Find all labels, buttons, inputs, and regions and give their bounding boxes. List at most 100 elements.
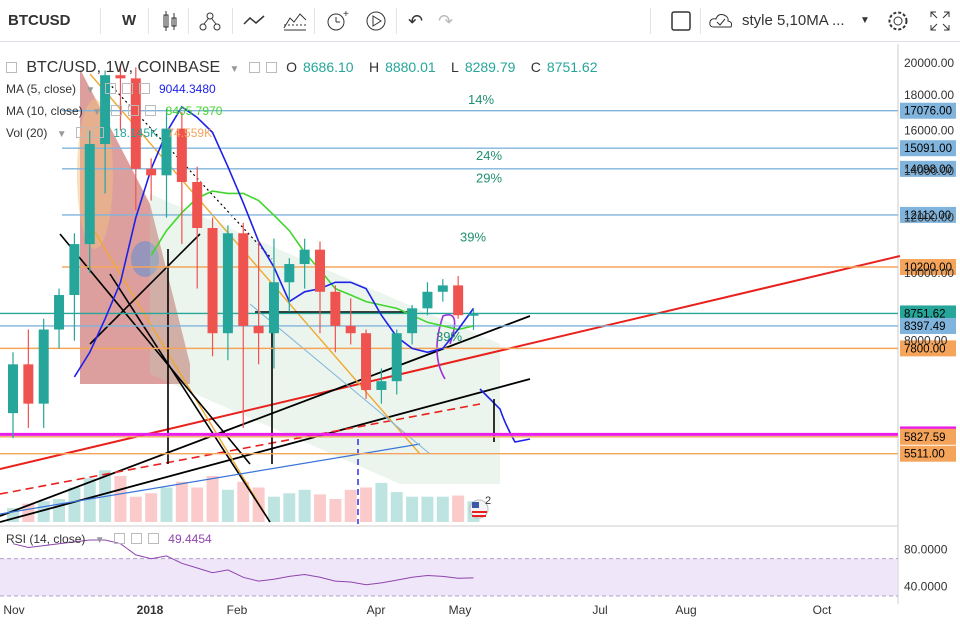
- price-tick-label: 10000.00: [904, 266, 954, 280]
- candle-body: [192, 181, 203, 229]
- trend-line: [89, 223, 271, 523]
- trend-line: [249, 303, 431, 455]
- price-level-tag: [900, 206, 956, 223]
- rsi-value: 49.4454: [168, 532, 212, 546]
- candle-body: [38, 329, 49, 404]
- close-value: 8751.62: [546, 59, 598, 75]
- usd-flag-icon: 2: [469, 495, 491, 519]
- visibility-icon[interactable]: [113, 533, 125, 544]
- time-tick-label: May: [449, 603, 472, 617]
- redo-icon[interactable]: ↷: [438, 11, 454, 31]
- chevron-down-icon[interactable]: ▼: [56, 129, 67, 140]
- settings-icon[interactable]: [248, 62, 260, 73]
- candle-body: [238, 233, 249, 326]
- toolbar-divider: [148, 8, 149, 34]
- chevron-down-icon[interactable]: ▼: [94, 535, 105, 546]
- chart-area[interactable]: 14% 24% 29% 39% 39% 17076.00 15091.00 14098.00…: [0, 44, 960, 619]
- volume-bar: [314, 494, 326, 522]
- volume-bar: [267, 496, 280, 522]
- volume-bar: [421, 496, 434, 522]
- time-tick-label: Nov: [3, 603, 24, 617]
- undo-icon[interactable]: ↶: [408, 11, 424, 31]
- settings-icon[interactable]: [128, 105, 140, 116]
- price-tick-label: 20000.00: [904, 56, 954, 70]
- time-axis: Nov 2018 Feb Apr May Jul Aug Oct: [3, 603, 832, 617]
- visibility-icon[interactable]: [75, 127, 87, 138]
- candle-body: [345, 325, 356, 334]
- price-level-tag: [900, 428, 956, 445]
- candle-body: [222, 233, 233, 334]
- alert-icon[interactable]: +: [324, 8, 350, 34]
- visibility-icon[interactable]: [111, 105, 123, 116]
- settings-icon[interactable]: [92, 127, 104, 138]
- svg-text:+: +: [343, 9, 349, 20]
- price-level-tag: [900, 340, 956, 357]
- low-value: 8289.79: [464, 59, 516, 75]
- trend-line: [89, 73, 421, 455]
- toolbar-divider: [314, 8, 315, 34]
- symbol-search[interactable]: BTCUSD: [8, 12, 71, 29]
- volume-bar: [160, 487, 173, 522]
- close-icon[interactable]: [138, 83, 150, 94]
- line-tool-icon[interactable]: [242, 8, 266, 34]
- collapse-icon[interactable]: [6, 62, 17, 73]
- candle-body: [146, 168, 157, 176]
- volume-bar: [145, 493, 158, 522]
- price-level-tag: [900, 160, 956, 177]
- price-tick-label: 8000.00: [904, 334, 948, 348]
- legend-title: BTC/USD, 1W, COINBASE: [26, 59, 221, 76]
- price-tick-label: 18000.00: [904, 88, 954, 102]
- chevron-down-icon[interactable]: ▼: [229, 64, 240, 75]
- candle-body: [315, 249, 325, 292]
- candle-body: [54, 295, 65, 330]
- price-level-label: 12112.00: [904, 210, 951, 222]
- candle-body: [100, 75, 111, 145]
- open-value: 8686.10: [302, 59, 354, 75]
- volume-bar: [344, 489, 357, 522]
- time-tick-label: Jul: [592, 603, 607, 617]
- layout-style-menu[interactable]: style 5,10MA ...: [742, 12, 845, 29]
- top-toolbar: BTCUSD W + ↶ ↷ style 5,10MA ... ▼: [0, 0, 960, 42]
- close-icon[interactable]: [145, 105, 157, 116]
- rsi-legend: RSI (14, close) ▼ 49.4454: [6, 532, 218, 546]
- trend-line: [0, 378, 531, 523]
- chevron-down-icon[interactable]: ▼: [92, 107, 102, 118]
- drawing-tools-icon[interactable]: [282, 8, 308, 34]
- price-chart[interactable]: 14% 24% 29% 39% 39% 17076.00 15091.00 14098.00…: [0, 44, 960, 619]
- cloud-save-icon[interactable]: [708, 8, 734, 34]
- settings-icon[interactable]: [121, 83, 133, 94]
- chevron-down-icon[interactable]: ▼: [85, 85, 96, 96]
- candles-icon[interactable]: [160, 8, 180, 34]
- candle-body: [8, 364, 18, 414]
- volume-bar: [329, 499, 342, 522]
- expand-icon[interactable]: [928, 8, 952, 34]
- volume-bar: [53, 499, 66, 522]
- indicators-icon[interactable]: [198, 8, 222, 34]
- fullscreen-box-icon[interactable]: [670, 8, 692, 34]
- volume-bar: [191, 487, 204, 522]
- percent-annotation: 39%: [436, 329, 462, 344]
- settings-icon[interactable]: [130, 533, 142, 544]
- candle-body: [376, 381, 387, 390]
- chevron-down-icon[interactable]: ▼: [860, 15, 870, 26]
- replay-icon[interactable]: [364, 8, 388, 34]
- candle-body: [407, 308, 418, 334]
- ma5-label: MA (5, close): [6, 82, 77, 96]
- visibility-icon[interactable]: [104, 83, 116, 94]
- close-icon[interactable]: [147, 533, 159, 544]
- volume-bar: [298, 489, 311, 522]
- candle-body: [84, 144, 95, 245]
- candle-body: [253, 325, 264, 334]
- annotations: 14% 24% 29% 39% 39%: [436, 92, 502, 344]
- open-label: O: [286, 59, 297, 75]
- more-icon[interactable]: [265, 62, 277, 73]
- volume-legend: Vol (20) ▼ 18.145K 74.559K: [6, 126, 218, 140]
- volume-bar: [360, 487, 373, 522]
- ma5-value: 9044.3480: [158, 82, 216, 96]
- volume-bar: [452, 495, 465, 522]
- interval-button[interactable]: W: [122, 12, 137, 29]
- price-level-label: 8397.49: [904, 321, 946, 333]
- price-level-tag: [900, 317, 956, 334]
- price-level-tag: [900, 140, 956, 157]
- settings-icon[interactable]: [886, 8, 910, 34]
